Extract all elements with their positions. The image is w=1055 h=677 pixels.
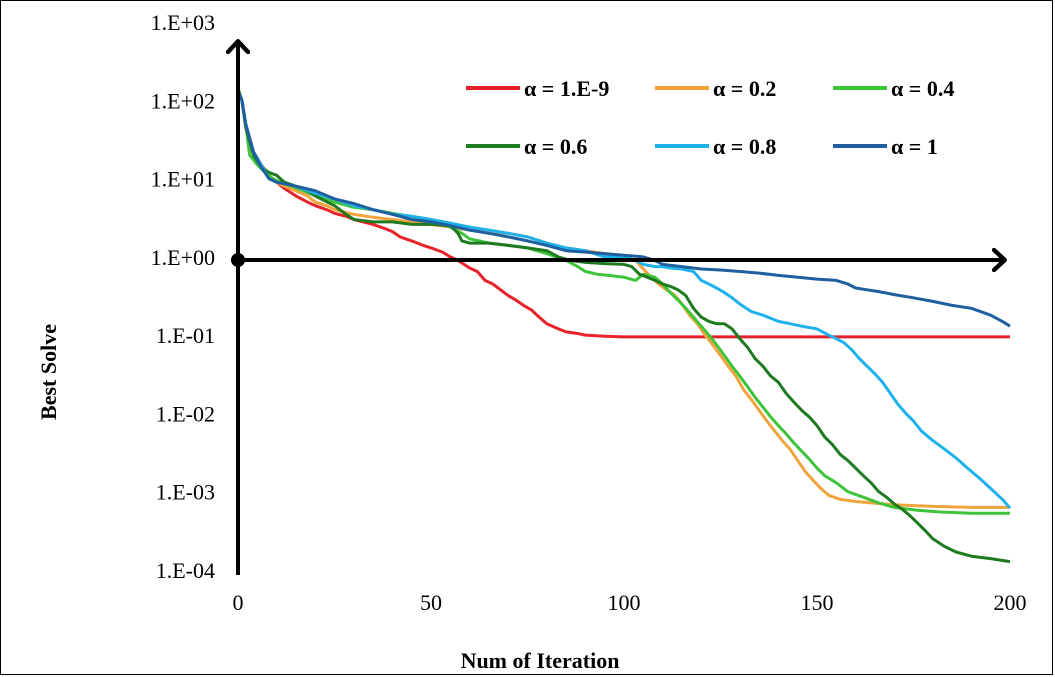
y-tick-label: 1.E+02 <box>151 88 215 113</box>
legend-label-4: α = 0.8 <box>713 134 776 159</box>
legend: α = 1.E-9 α = 0.2 α = 0.4 α = 0.6 α = 0.8 α =… <box>466 76 954 159</box>
legend-label-0: α = 1.E-9 <box>524 76 609 101</box>
y-tick-label: 1.E-03 <box>156 480 215 505</box>
y-tick-label: 1.E+00 <box>151 245 215 270</box>
series-line-5 <box>236 90 1011 328</box>
series-line-0 <box>236 90 1010 339</box>
series-line-3 <box>236 88 1011 564</box>
y-axis-title: Best Solve <box>36 324 61 420</box>
y-tick-label: 1.E+03 <box>151 10 215 35</box>
x-tick-label: 100 <box>608 590 641 615</box>
x-tick-label: 150 <box>801 590 834 615</box>
legend-label-2: α = 0.4 <box>891 76 954 101</box>
y-tick-label: 1.E-04 <box>156 558 215 583</box>
series-layer <box>236 88 1012 564</box>
x-tick-label: 50 <box>420 590 442 615</box>
origin-dot <box>231 253 245 267</box>
x-tick-label: 200 <box>994 590 1027 615</box>
y-tick-label: 1.E+01 <box>151 167 215 192</box>
series-line-1 <box>236 90 1010 509</box>
legend-label-3: α = 0.6 <box>524 134 587 159</box>
series-line-2 <box>236 88 1010 515</box>
x-axis-title: Num of Iteration <box>461 648 620 673</box>
legend-label-1: α = 0.2 <box>713 76 776 101</box>
y-tick-label: 1.E-02 <box>156 401 215 426</box>
legend-label-5: α = 1 <box>891 134 938 159</box>
x-tick-label: 0 <box>233 590 244 615</box>
y-tick-labels: 1.E-04 1.E-03 1.E-02 1.E-01 1.E+00 1.E+01 1.E+… <box>151 10 215 583</box>
y-tick-label: 1.E-01 <box>156 323 215 348</box>
x-tick-labels: 0 50 100 150 200 <box>233 590 1027 615</box>
